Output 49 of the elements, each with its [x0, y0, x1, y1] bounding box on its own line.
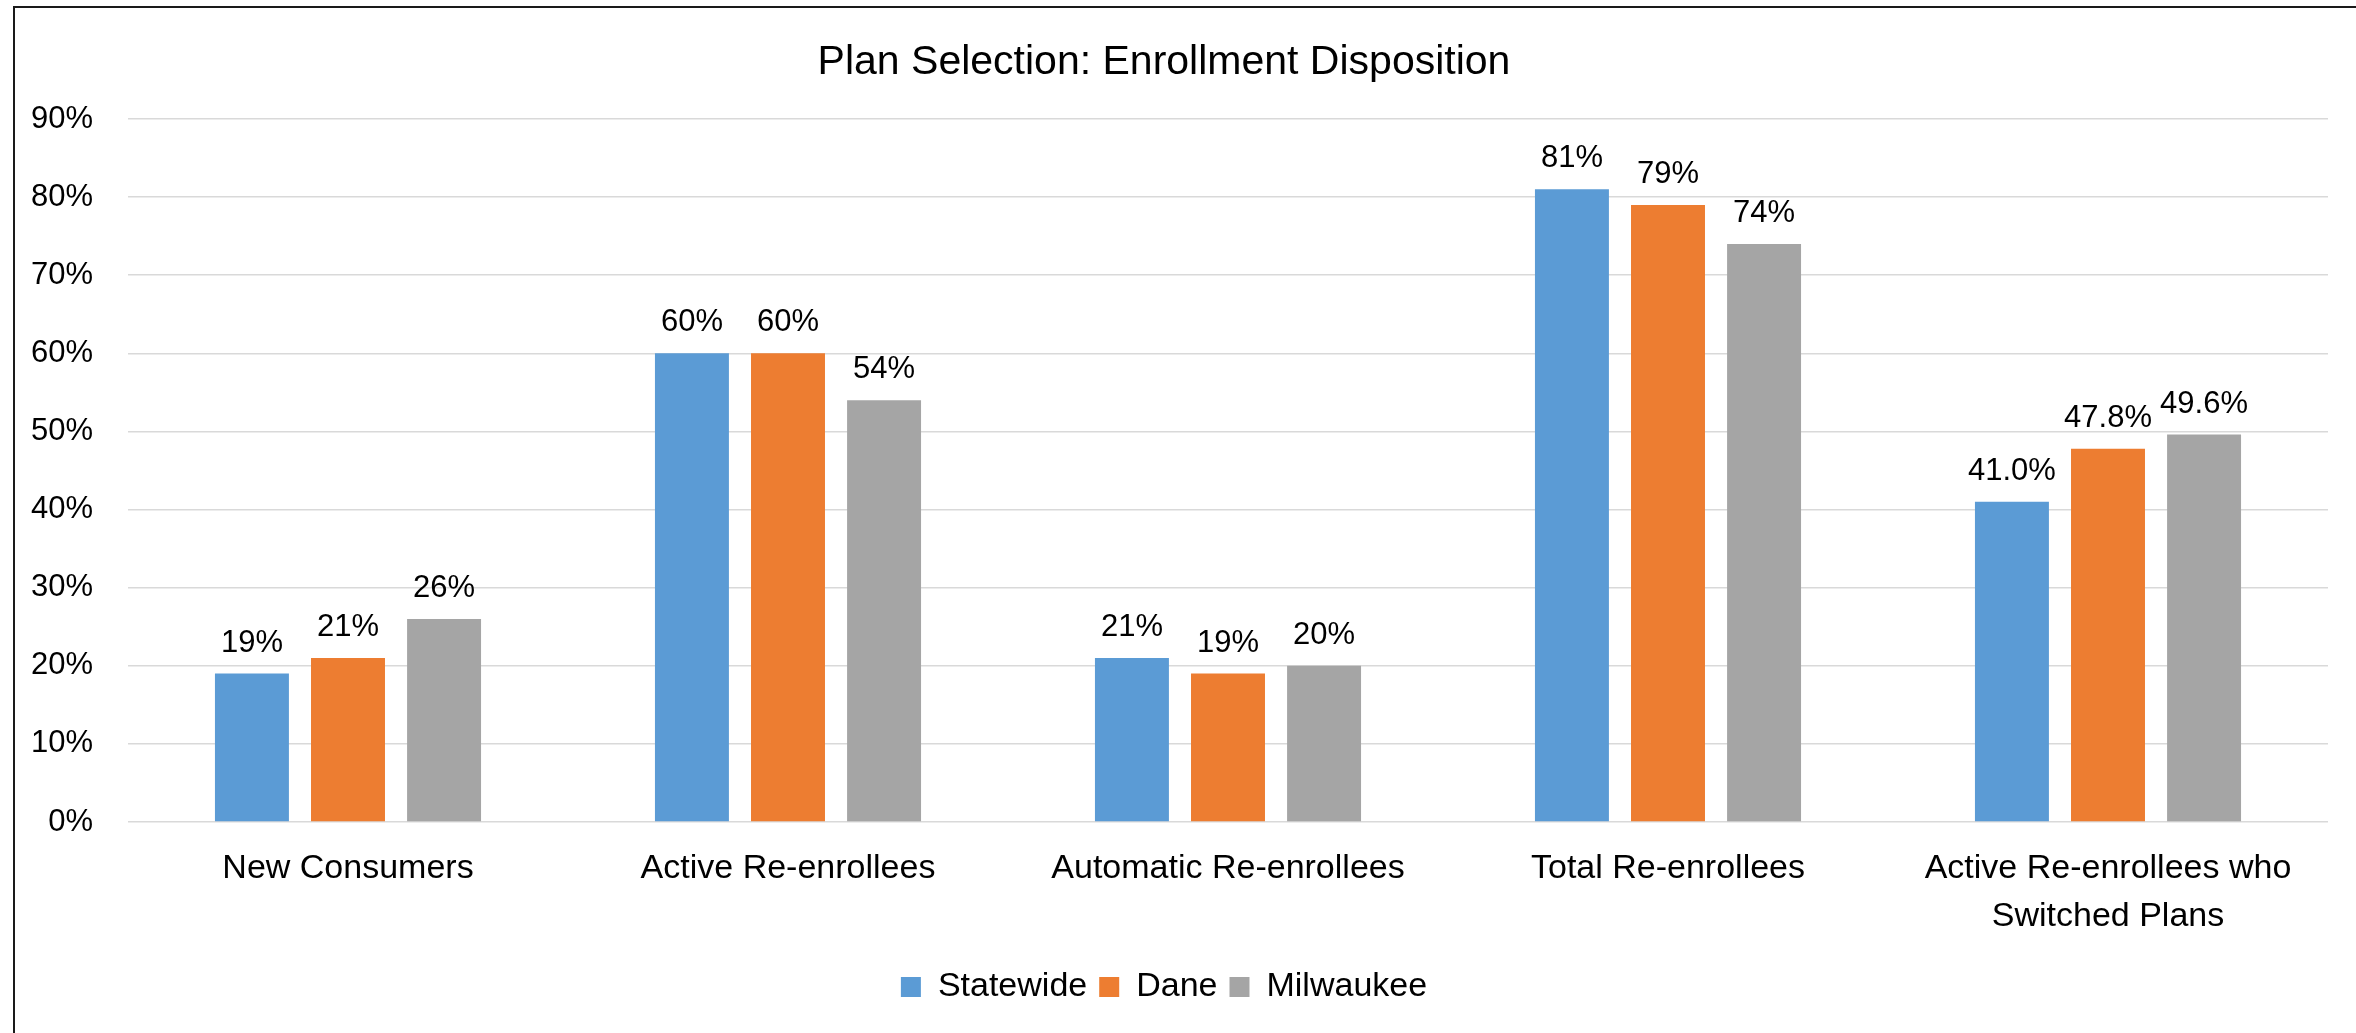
bar — [311, 657, 385, 822]
bar — [847, 400, 922, 822]
y-tick-label: 80% — [30, 177, 93, 213]
data-label: 54% — [853, 350, 916, 386]
data-label: 21% — [316, 607, 380, 643]
bar — [1534, 189, 1609, 822]
data-label: 47.8% — [2064, 398, 2152, 434]
bar — [1631, 204, 1705, 822]
data-label: 19% — [220, 623, 283, 659]
y-tick-label: 0% — [48, 802, 93, 838]
x-tick-label: Automatic Re-enrollees — [1051, 847, 1405, 886]
legend-label: Milwaukee — [1266, 965, 1428, 1004]
y-tick-label: 30% — [30, 568, 93, 604]
data-label: 60% — [660, 303, 723, 339]
bar — [2167, 434, 2242, 822]
data-label: 19% — [1196, 623, 1260, 659]
bar — [751, 353, 825, 822]
x-tick-label: Active Re-enrollees who Switched Plans — [1924, 847, 2292, 934]
data-label: 81% — [1540, 139, 1603, 175]
data-label: 60% — [756, 303, 820, 339]
data-label: 41.0% — [1967, 451, 2056, 487]
data-label: 21% — [1100, 607, 1163, 643]
y-tick-label: 60% — [30, 333, 93, 369]
legend-label: Dane — [1136, 965, 1218, 1004]
bar — [1287, 665, 1362, 822]
y-tick-label: 20% — [30, 646, 93, 682]
data-label: 49.6% — [2160, 384, 2249, 420]
bar — [654, 353, 729, 822]
y-tick-label: 10% — [30, 724, 93, 760]
y-tick-label: 50% — [30, 411, 93, 447]
x-tick-label: Total Re-enrollees — [1530, 847, 1806, 886]
bar — [407, 618, 482, 822]
bar — [1094, 657, 1169, 822]
x-tick-label: New Consumers — [222, 847, 474, 886]
bar — [1727, 243, 1802, 822]
data-label: 79% — [1636, 154, 1700, 190]
data-label: 20% — [1293, 615, 1356, 651]
data-label: 26% — [413, 568, 476, 604]
bar — [1191, 673, 1265, 822]
legend-label: Statewide — [937, 965, 1088, 1004]
bar — [1974, 501, 2049, 822]
chart-title: Plan Selection: Enrollment Disposition — [817, 37, 1511, 84]
y-tick-label: 40% — [30, 490, 93, 526]
bar — [2071, 448, 2145, 822]
y-tick-label: 70% — [30, 255, 93, 291]
x-tick-label: Active Re-enrollees — [640, 847, 936, 886]
bar — [214, 673, 289, 822]
y-tick-label: 90% — [30, 99, 93, 135]
data-label: 74% — [1733, 193, 1796, 229]
